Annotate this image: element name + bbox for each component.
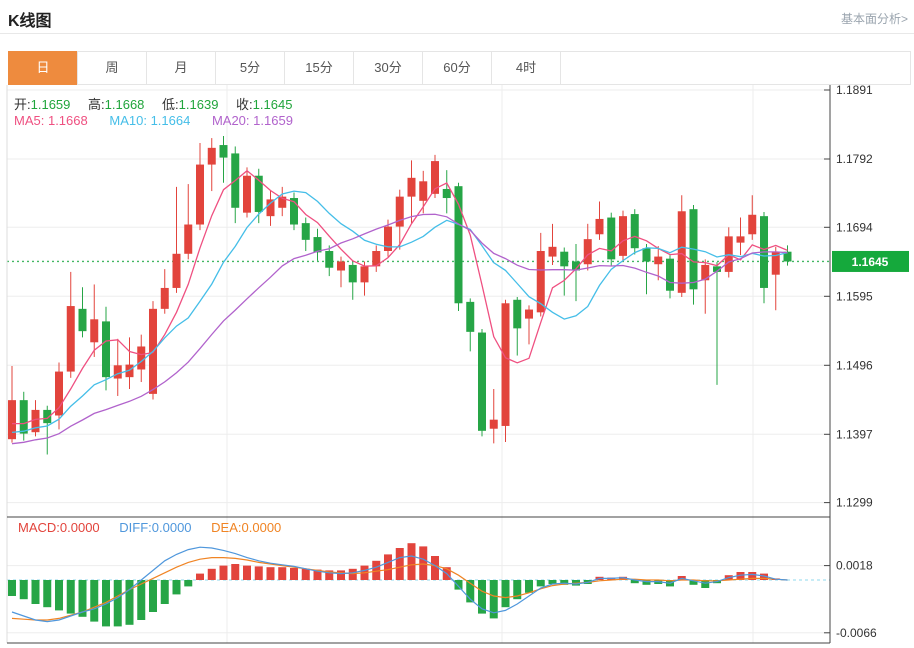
- high-label: 高:: [88, 97, 105, 112]
- macd-readout: MACD:0.0000 DIFF:0.0000 DEA:0.0000: [18, 520, 297, 535]
- tab-period-3[interactable]: 5分: [215, 51, 285, 85]
- high-value: 1.1668: [104, 97, 145, 112]
- close-label: 收:: [236, 97, 253, 112]
- svg-text:1.1645: 1.1645: [852, 255, 889, 269]
- open-label: 开:: [14, 97, 31, 112]
- price-gridlines: [7, 89, 830, 634]
- dea-value: DEA:0.0000: [211, 520, 282, 535]
- tab-period-7[interactable]: 4时: [491, 51, 561, 85]
- current-price-badge: 1.1645: [832, 250, 909, 272]
- tab-period-1[interactable]: 周: [77, 51, 147, 85]
- ma10-line: [11, 190, 788, 434]
- page-title: K线图: [8, 13, 52, 30]
- tab-period-4[interactable]: 15分: [284, 51, 354, 85]
- open-value: 1.1659: [30, 97, 71, 112]
- svg-text:-0.0066: -0.0066: [836, 626, 877, 640]
- fundamental-analysis-link[interactable]: 基本面分析>: [840, 12, 908, 26]
- svg-text:1.1792: 1.1792: [836, 152, 873, 166]
- ma5-value: 1.1668: [47, 113, 88, 128]
- tab-period-6[interactable]: 60分: [422, 51, 492, 85]
- svg-text:1.1694: 1.1694: [836, 220, 873, 234]
- ma20-label: MA20:: [211, 113, 250, 128]
- svg-text:1.1397: 1.1397: [836, 427, 873, 441]
- tab-period-0[interactable]: 日: [8, 51, 78, 85]
- vertical-gridlines: [226, 85, 754, 643]
- ma-readout: MA5: 1.1668 MA10: 1.1664 MA20: 1.1659: [14, 113, 311, 128]
- svg-text:1.1595: 1.1595: [836, 289, 873, 303]
- svg-text:1.1496: 1.1496: [836, 358, 873, 372]
- diff-line: [11, 546, 788, 623]
- header-divider: [0, 33, 914, 34]
- price-axis-labels: 1.1891 1.1792 1.1694 1.1595 1.1496 1.1397 1.12…: [824, 85, 877, 640]
- close-value: 1.1645: [252, 97, 293, 112]
- kline-chart-canvas[interactable]: 1.1891 1.1792 1.1694 1.1595 1.1496 1.1397 1.12…: [0, 85, 914, 648]
- tabs-spacer: [560, 51, 911, 85]
- svg-text:1.1299: 1.1299: [836, 496, 873, 510]
- low-label: 低:: [162, 97, 179, 112]
- low-value: 1.1639: [178, 97, 219, 112]
- svg-text:0.0018: 0.0018: [836, 559, 873, 573]
- ma20-line: [11, 213, 788, 445]
- ma5-label: MA5:: [14, 113, 45, 128]
- candles-layer: [8, 136, 792, 455]
- dea-line: [11, 556, 788, 621]
- ma20-value: 1.1659: [253, 113, 293, 128]
- tab-period-2[interactable]: 月: [146, 51, 216, 85]
- ohlc-readout: 开:1.1659 高:1.1668 低:1.1639 收:1.1645: [14, 94, 306, 113]
- period-tabs: 日周月 5分 15分 30分 60分 4时: [8, 51, 911, 85]
- diff-value: DIFF:0.0000: [119, 520, 192, 535]
- macd-value: MACD:0.0000: [18, 520, 100, 535]
- svg-text:1.1891: 1.1891: [836, 85, 873, 97]
- macd-histogram: [8, 543, 780, 627]
- ma10-value: 1.1664: [150, 113, 191, 128]
- tab-period-5[interactable]: 30分: [353, 51, 423, 85]
- ma10-label: MA10:: [109, 113, 147, 128]
